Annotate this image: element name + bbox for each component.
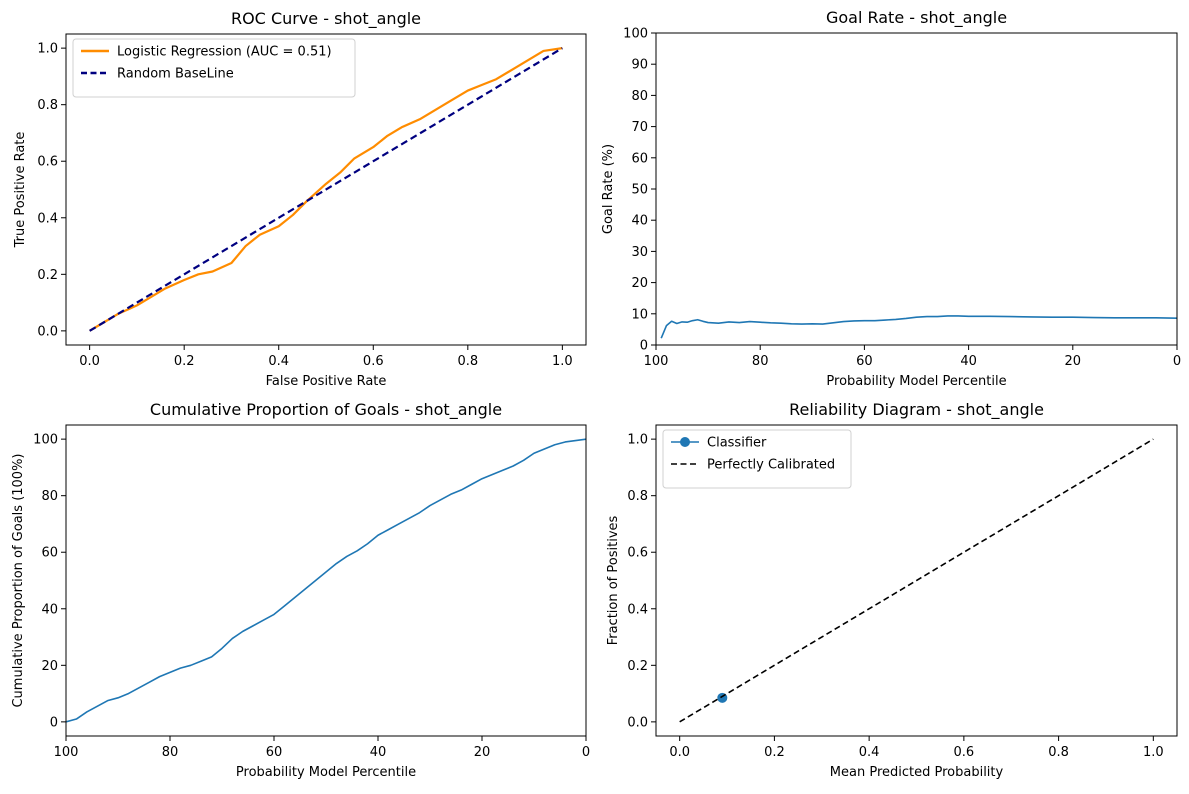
chart-title: ROC Curve - shot_angle xyxy=(231,9,421,29)
legend-label-2: Random BaseLine xyxy=(117,67,234,82)
x-tick-label: 60 xyxy=(856,354,873,369)
y-tick-label: 100 xyxy=(623,27,648,42)
chart-panel-3: Cumulative Proportion of Goals - shot_an… xyxy=(11,400,590,780)
y-axis-label: Fraction of Positives xyxy=(606,515,621,645)
chart-panel-4: Reliability Diagram - shot_angle 0.0 0.2 0.… xyxy=(606,400,1178,780)
x-tick-label: 60 xyxy=(266,745,283,760)
y-tick-label: 50 xyxy=(631,183,648,198)
x-tick-label: 0.8 xyxy=(1048,745,1069,760)
series-line-1 xyxy=(660,315,1177,339)
chart-panel-1: ROC Curve - shot_angle 0.0 0.2 0.4 0.6 0.8 1.0… xyxy=(13,9,587,389)
x-axis-label: Probability Model Percentile xyxy=(236,765,416,780)
x-tick-label: 0.0 xyxy=(669,745,690,760)
x-tick-label: 0.6 xyxy=(363,354,384,369)
chart-title: Cumulative Proportion of Goals - shot_an… xyxy=(150,400,502,420)
y-tick-label: 0.8 xyxy=(627,489,648,504)
x-tick-label: 0.4 xyxy=(268,354,289,369)
y-tick-label: 10 xyxy=(631,307,648,322)
legend-label-1: Classifier xyxy=(707,436,767,451)
y-tick-label: 0.4 xyxy=(37,211,58,226)
x-tick-label: 0.8 xyxy=(457,354,478,369)
x-axis-label: Mean Predicted Probability xyxy=(830,765,1004,780)
y-tick-label: 60 xyxy=(631,151,648,166)
y-tick-label: 0.2 xyxy=(37,268,58,283)
x-tick-label: 0 xyxy=(1173,354,1181,369)
y-tick-label: 1.0 xyxy=(37,42,58,57)
x-tick-label: 100 xyxy=(54,745,79,760)
y-tick-label: 0.8 xyxy=(37,98,58,113)
y-tick-label: 0.6 xyxy=(627,546,648,561)
x-tick-label: 80 xyxy=(752,354,769,369)
x-tick-label: 0.0 xyxy=(79,354,100,369)
x-tick-label: 100 xyxy=(644,354,669,369)
y-tick-label: 80 xyxy=(631,89,648,104)
x-tick-label: 40 xyxy=(370,745,387,760)
chart-title: Reliability Diagram - shot_angle xyxy=(789,400,1044,420)
y-tick-label: 60 xyxy=(41,546,58,561)
x-tick-label: 0.2 xyxy=(764,745,785,760)
y-tick-label: 100 xyxy=(33,433,58,448)
legend-box xyxy=(662,429,852,489)
chart-panel-2: Goal Rate - shot_angle 100 80 60 40 20 0 0 10 20 3… xyxy=(601,8,1181,389)
plot-frame xyxy=(655,424,1178,737)
y-axis-label: Cumulative Proportion of Goals (100%) xyxy=(11,453,26,707)
y-tick-label: 0.4 xyxy=(627,602,648,617)
y-tick-label: 90 xyxy=(631,58,648,73)
x-axis-label: False Positive Rate xyxy=(266,374,387,389)
y-tick-label: 0.0 xyxy=(627,715,648,730)
chart-title: Goal Rate - shot_angle xyxy=(826,8,1007,28)
legend-box xyxy=(72,38,356,98)
y-tick-label: 30 xyxy=(631,245,648,260)
plot-frame xyxy=(65,33,587,346)
x-tick-label: 0 xyxy=(582,745,590,760)
x-tick-label: 0.6 xyxy=(954,745,975,760)
legend-label-2: Perfectly Calibrated xyxy=(707,458,835,473)
y-tick-label: 0.0 xyxy=(37,324,58,339)
y-tick-label: 0 xyxy=(50,715,58,730)
x-tick-label: 20 xyxy=(474,745,491,760)
x-tick-label: 80 xyxy=(162,745,179,760)
y-tick-label: 0 xyxy=(640,339,648,354)
y-tick-label: 20 xyxy=(631,276,648,291)
series-point xyxy=(717,692,728,703)
x-axis-label: Probability Model Percentile xyxy=(826,374,1006,389)
y-axis-label: Goal Rate (%) xyxy=(601,144,616,234)
y-tick-label: 70 xyxy=(631,120,648,135)
series-line-1 xyxy=(89,47,563,332)
x-tick-label: 1.0 xyxy=(1143,745,1164,760)
plot-frame xyxy=(65,424,587,737)
y-tick-label: 1.0 xyxy=(627,433,648,448)
x-tick-label: 1.0 xyxy=(552,354,573,369)
series-line-1 xyxy=(66,438,586,723)
y-tick-label: 80 xyxy=(41,489,58,504)
y-axis-label: True Positive Rate xyxy=(13,132,28,249)
y-tick-label: 40 xyxy=(41,602,58,617)
y-tick-label: 20 xyxy=(41,659,58,674)
y-tick-label: 40 xyxy=(631,214,648,229)
x-tick-label: 20 xyxy=(1065,354,1082,369)
plot-frame xyxy=(655,32,1178,346)
x-tick-label: 40 xyxy=(960,354,977,369)
series-line-2 xyxy=(679,438,1154,723)
y-tick-label: 0.6 xyxy=(37,155,58,170)
x-tick-label: 0.4 xyxy=(859,745,880,760)
x-tick-label: 0.2 xyxy=(174,354,195,369)
y-tick-label: 0.2 xyxy=(627,659,648,674)
legend-label-1: Logistic Regression (AUC = 0.51) xyxy=(117,45,332,60)
series-line-2 xyxy=(89,47,563,332)
legend-marker xyxy=(680,437,690,447)
